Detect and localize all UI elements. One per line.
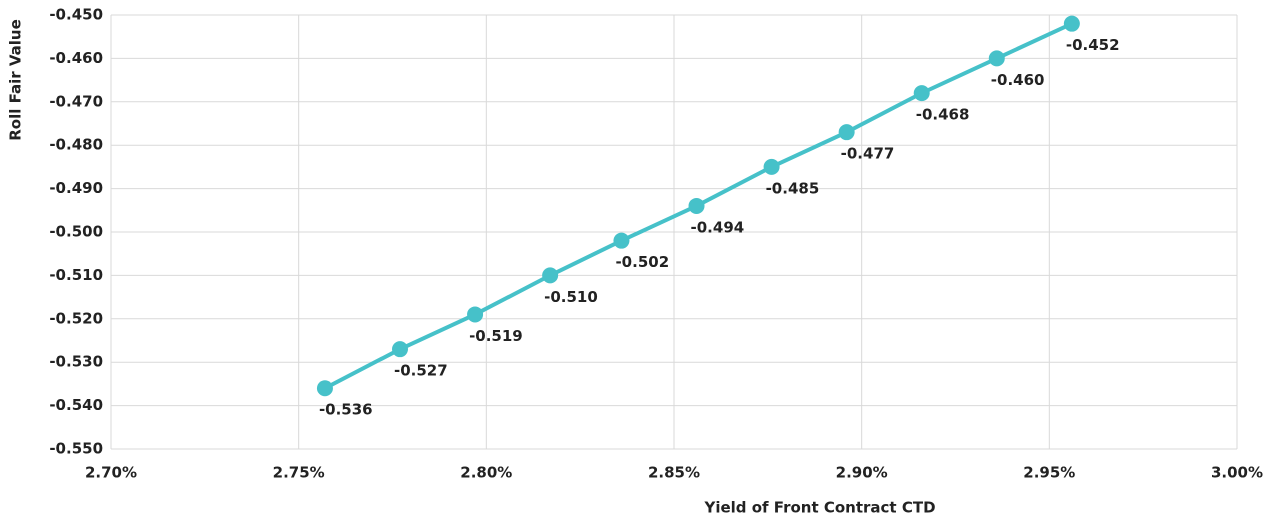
data-label: -0.510 bbox=[544, 288, 598, 306]
y-tick-label: -0.500 bbox=[49, 223, 103, 241]
marker bbox=[688, 197, 705, 214]
x-tick-label: 2.70% bbox=[85, 464, 137, 482]
y-tick-label: -0.460 bbox=[49, 49, 103, 67]
x-tick-label: 2.95% bbox=[1023, 464, 1075, 482]
y-tick-label: -0.520 bbox=[49, 309, 103, 327]
x-tick-label: 2.85% bbox=[648, 464, 700, 482]
marker bbox=[467, 306, 484, 323]
marker bbox=[913, 85, 930, 102]
data-label: -0.477 bbox=[841, 145, 895, 163]
y-tick-label: -0.450 bbox=[49, 6, 103, 24]
data-label: -0.485 bbox=[766, 179, 820, 197]
y-tick-label: -0.530 bbox=[49, 353, 103, 371]
data-label: -0.460 bbox=[991, 71, 1045, 89]
marker bbox=[316, 380, 333, 397]
data-label: -0.536 bbox=[319, 401, 373, 419]
x-tick-label: 2.90% bbox=[836, 464, 888, 482]
data-label: -0.527 bbox=[394, 362, 448, 380]
y-tick-label: -0.510 bbox=[49, 266, 103, 284]
marker bbox=[763, 158, 780, 175]
y-tick-label: -0.550 bbox=[49, 440, 103, 458]
x-tick-label: 2.75% bbox=[273, 464, 325, 482]
y-tick-label: -0.470 bbox=[49, 92, 103, 110]
marker bbox=[392, 341, 409, 358]
y-tick-label: -0.480 bbox=[49, 136, 103, 154]
data-label: -0.519 bbox=[469, 327, 523, 345]
marker bbox=[1063, 15, 1080, 32]
y-tick-label: -0.490 bbox=[49, 179, 103, 197]
y-tick-label: -0.540 bbox=[49, 396, 103, 414]
x-axis-title: Yield of Front Contract CTD bbox=[703, 499, 935, 517]
marker bbox=[542, 267, 559, 284]
data-label: -0.502 bbox=[615, 253, 669, 271]
y-axis-title: Roll Fair Value bbox=[7, 19, 25, 141]
marker bbox=[838, 124, 855, 141]
data-label: -0.494 bbox=[691, 218, 745, 236]
data-label: -0.452 bbox=[1066, 36, 1120, 54]
data-label: -0.468 bbox=[916, 106, 970, 124]
x-tick-label: 3.00% bbox=[1211, 464, 1263, 482]
marker bbox=[988, 50, 1005, 67]
x-tick-label: 2.80% bbox=[460, 464, 512, 482]
marker bbox=[613, 232, 630, 249]
